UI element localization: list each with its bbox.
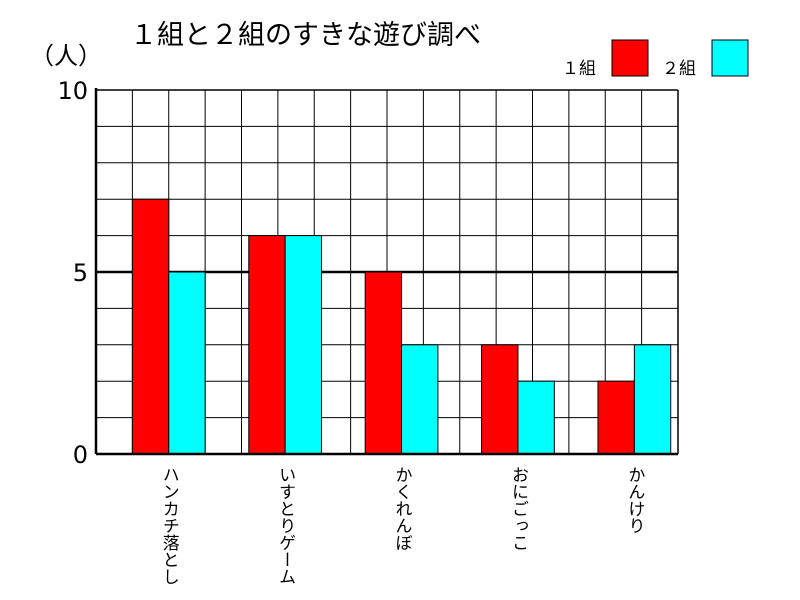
y-tick-label: 10 [57,77,88,105]
bar-2-4 [517,380,555,455]
y-tick-labels: 0 5 10 [57,77,88,469]
x-tick-label: いすとりゲーム [275,466,295,585]
bar-2-5 [633,344,672,455]
legend: １組 ２組 [562,39,749,79]
y-axis-unit-label: （人） [30,42,102,70]
x-tick-label: ハンカチ落とし [159,466,180,585]
y-tick-label: 5 [73,259,88,287]
x-tick-label: かんけり [624,466,644,534]
bars [131,198,672,455]
bar-2-3 [401,344,439,455]
bar-1-4 [481,344,519,455]
axes [94,88,678,456]
legend-label-1: １組 [562,59,596,79]
bar-1-2 [248,235,286,455]
x-tick-label: おにごっこ [508,466,528,551]
chart-title: １組と２組のすきな遊び調べ [130,20,481,51]
legend-label-2: ２組 [662,59,696,79]
bar-1-1 [131,198,170,455]
y-tick-label: 0 [73,441,88,469]
legend-swatch-1 [611,39,649,77]
bar-2-1 [168,271,206,455]
bar-2-2 [284,235,323,455]
bar-1-3 [364,271,403,455]
legend-swatch-2 [711,39,749,77]
bar-1-5 [597,380,635,455]
x-tick-label: かくれんぼ [392,466,412,551]
x-tick-labels: ハンカチ落とし いすとりゲーム かくれんぼ おにごっこ かんけり [159,466,645,585]
